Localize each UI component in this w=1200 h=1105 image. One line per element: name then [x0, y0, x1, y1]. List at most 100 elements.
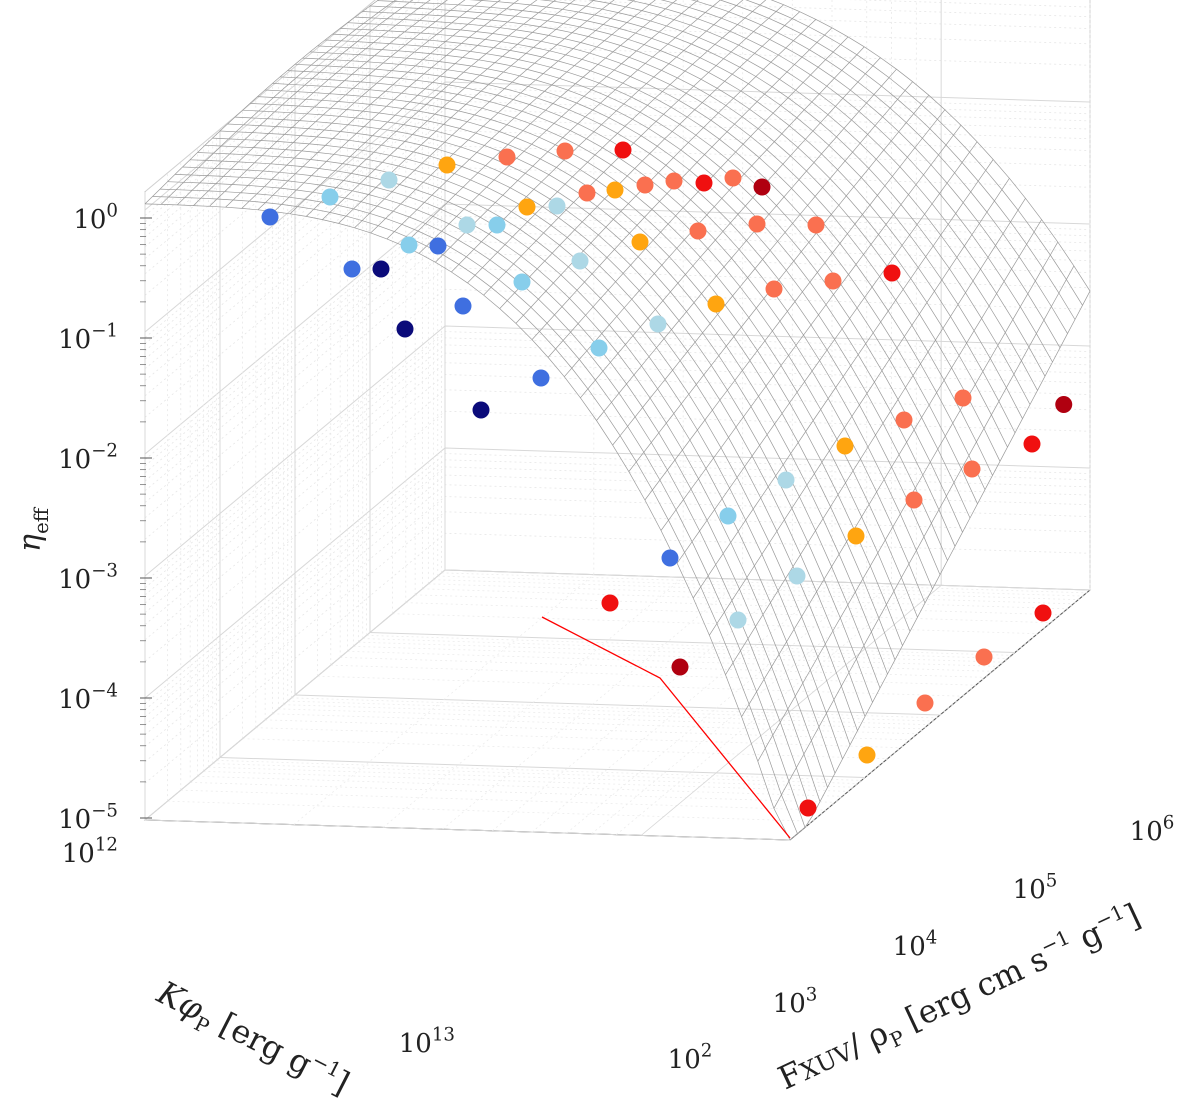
- grid-floor-k: [616, 584, 917, 835]
- surface-line-k: [160, 0, 397, 205]
- surface-line-k: [564, 46, 865, 377]
- z-tick-label: 10−3: [58, 560, 118, 595]
- grid-minor-z: [144, 0, 1091, 248]
- data-point: [905, 491, 923, 509]
- surface-line-k: [580, 57, 881, 399]
- surface-line-k: [322, 0, 576, 220]
- f-tick-label: 102: [668, 1040, 713, 1075]
- f-tick-label: 103: [773, 984, 818, 1019]
- data-point: [753, 178, 771, 196]
- surface-line-k: [660, 124, 962, 531]
- surface-line-k: [193, 0, 431, 206]
- data-point: [1034, 604, 1052, 622]
- z-tick-label: 10−2: [58, 440, 118, 475]
- data-point: [724, 169, 742, 187]
- data-point: [858, 746, 876, 764]
- data-point: [799, 799, 817, 817]
- surface-line-f: [770, 0, 1091, 292]
- data-point: [777, 471, 795, 489]
- data-point: [883, 264, 901, 282]
- surface-line-k: [789, 290, 1091, 841]
- data-point: [458, 216, 476, 234]
- surface-line-k: [644, 109, 946, 501]
- data-point: [343, 260, 361, 278]
- surface-line-k: [225, 0, 466, 208]
- surface-line-k: [273, 0, 519, 212]
- surface-line-k: [628, 94, 930, 472]
- z-tick-label: 10−5: [58, 800, 118, 835]
- data-point: [578, 184, 596, 202]
- data-point: [707, 295, 725, 313]
- surface-line-k: [289, 0, 538, 215]
- surface-line-k: [515, 19, 817, 324]
- data-point: [472, 401, 490, 419]
- z-tick-label: 10−1: [58, 320, 118, 355]
- grid-floor-f: [444, 569, 1091, 591]
- surface-line-k: [257, 0, 501, 211]
- z-tick-label: 100: [73, 200, 118, 235]
- k-axis-label: KφP [erg g−1]: [148, 971, 356, 1100]
- surface-line-k: [370, 0, 635, 234]
- z-tick-label: 10−4: [58, 680, 118, 715]
- data-point: [729, 611, 747, 629]
- data-point: [665, 172, 683, 190]
- data-point: [380, 171, 398, 189]
- data-points: [261, 141, 1073, 817]
- surface-line-k: [209, 0, 448, 207]
- data-point: [400, 236, 418, 254]
- data-point: [748, 215, 766, 233]
- data-point: [636, 176, 654, 194]
- data-point: [631, 233, 649, 251]
- data-point: [788, 567, 806, 585]
- data-point: [556, 142, 574, 160]
- data-point: [321, 188, 339, 206]
- data-point: [719, 507, 737, 525]
- surface-line-k: [241, 0, 484, 209]
- data-point: [438, 156, 456, 174]
- grid-floor-f: [294, 694, 941, 716]
- data-point: [498, 148, 516, 166]
- grid-floor-k: [640, 585, 942, 836]
- k-tick-label: 1012: [62, 834, 118, 869]
- grid-minor-z: [144, 0, 412, 223]
- data-point: [695, 174, 713, 192]
- data-point: [606, 181, 624, 199]
- f-tick-label: 104: [893, 927, 938, 962]
- data-point: [689, 222, 707, 240]
- surface-line-k: [305, 0, 557, 217]
- grid-floor-f: [369, 632, 1016, 653]
- surface-line-k: [596, 68, 897, 421]
- data-point: [671, 658, 689, 676]
- surface-line-k: [499, 11, 800, 309]
- surface-line-k: [741, 219, 1042, 717]
- data-point: [614, 141, 632, 159]
- f-tick-label: 106: [1130, 812, 1175, 847]
- grid-floor-k: [591, 583, 892, 835]
- grid-floor-k: [789, 589, 1091, 841]
- data-point: [1055, 395, 1073, 413]
- surface-line-k: [435, 0, 721, 263]
- boundary-line: [541, 616, 791, 839]
- data-point: [261, 208, 279, 226]
- grid-floor-k: [144, 569, 446, 821]
- grid-floor-f: [144, 819, 791, 841]
- f-axis-label: FXUV/ ρP [erg cm s−1 g−1]: [771, 894, 1148, 1100]
- surface-line-k: [709, 178, 1010, 636]
- data-point: [488, 216, 506, 234]
- data-point: [454, 297, 472, 315]
- data-point: [836, 437, 854, 455]
- grid-major-z: [144, 0, 398, 211]
- surface-line-k: [418, 0, 699, 254]
- surface-line-k: [692, 159, 994, 599]
- surface-line-k: [612, 81, 913, 446]
- data-point: [963, 460, 981, 478]
- f-tick-label: 105: [1013, 870, 1058, 905]
- grid-floor-k: [442, 578, 743, 830]
- data-point: [532, 369, 550, 387]
- data-point: [975, 648, 993, 666]
- data-point: [601, 594, 619, 612]
- surface-line-k: [531, 27, 833, 340]
